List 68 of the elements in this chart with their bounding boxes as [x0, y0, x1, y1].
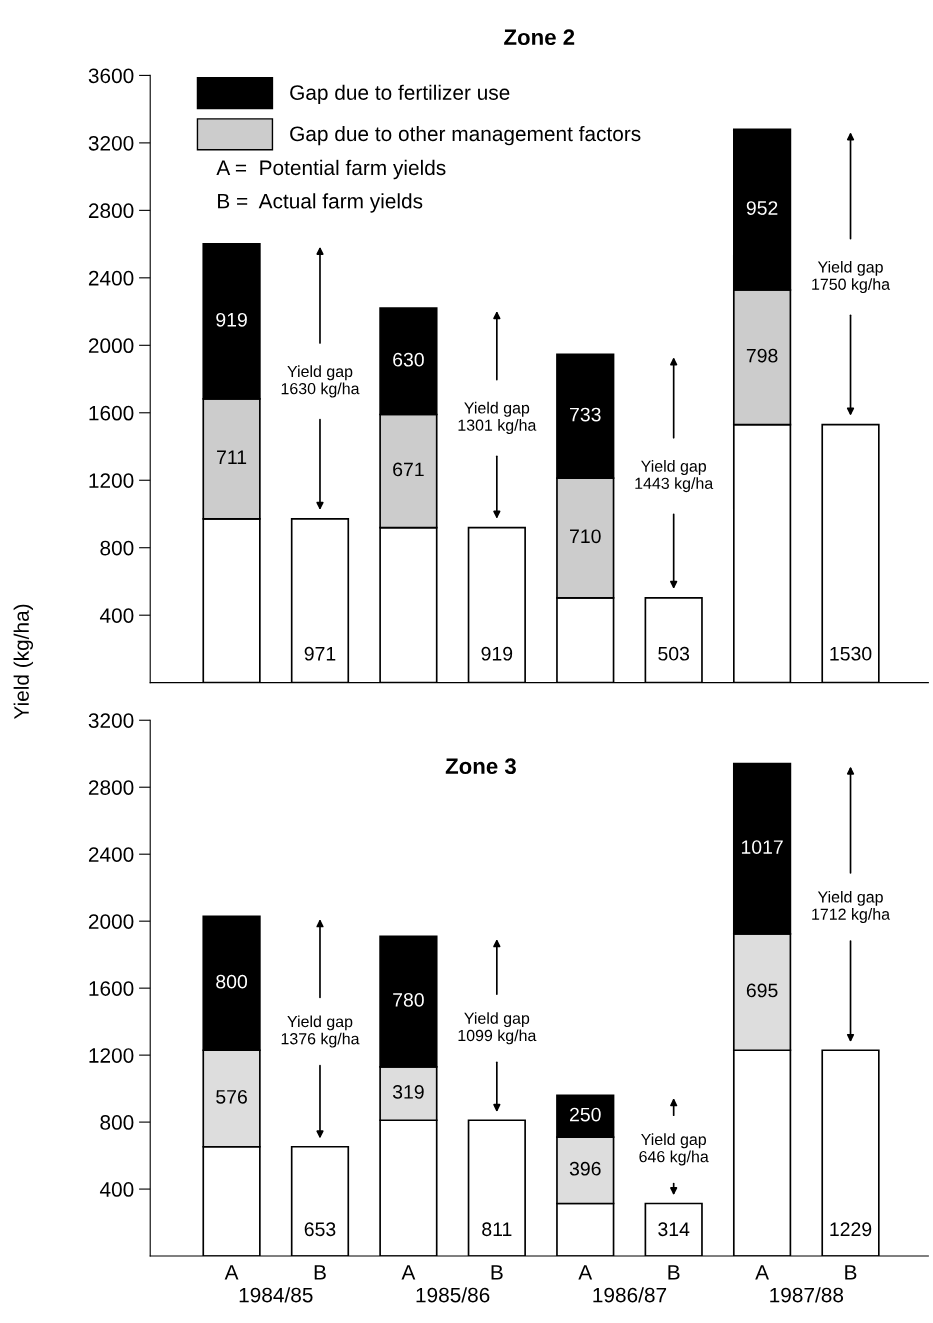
y-axis-title: Yield (kg/ha) [13, 604, 34, 720]
data-label: 952 [746, 201, 778, 215]
x-tick-label: A [224, 1265, 239, 1280]
data-label: 800 [216, 974, 248, 989]
annotation: Yield gap 1301 kg/ha [458, 401, 537, 434]
text: 1984/85 [239, 1287, 313, 1303]
data-label: 396 [569, 1161, 601, 1176]
y-tick-label: 400 [99, 608, 134, 623]
y-tick-label: 2000 [88, 914, 134, 929]
text: 1985/86 [416, 1287, 490, 1303]
data-label: 653 [304, 1222, 336, 1237]
data-label: 630 [393, 352, 424, 367]
x-tick-label: B [314, 1265, 326, 1280]
y-tick-label: 2000 [88, 338, 134, 354]
data-label: 314 [658, 1222, 690, 1237]
y-tick-label: 1200 [89, 473, 134, 488]
y-tick-label: 1600 [89, 981, 134, 996]
annotation: Yield gap 1099 kg/ha [458, 1012, 537, 1045]
annotation: Yield gap 1630 kg/ha [281, 365, 360, 398]
data-label: 798 [746, 348, 778, 363]
y-tick-label: 2800 [88, 203, 134, 219]
x-tick-label: B [668, 1265, 680, 1280]
annotation: Yield gap 1376 kg/ha [281, 1015, 360, 1048]
data-label: 1530 [830, 646, 872, 661]
data-label: 1229 [830, 1222, 872, 1237]
data-label: 319 [392, 1085, 424, 1099]
data-label: 811 [482, 1222, 512, 1237]
text: 1986/87 [593, 1287, 667, 1303]
data-label: 671 [393, 462, 424, 477]
text: Zone 3 [445, 758, 516, 775]
annotation: Yield gap 1443 kg/ha [635, 460, 714, 493]
y-tick-label: 400 [99, 1182, 134, 1197]
x-tick-label: A [578, 1265, 593, 1280]
data-label: 710 [570, 529, 601, 544]
y-tick-label: 2400 [88, 847, 134, 862]
y-tick-label: 1600 [89, 405, 134, 421]
data-label: 971 [304, 646, 336, 661]
x-tick-label: A [401, 1265, 416, 1280]
data-label: 711 [217, 450, 247, 464]
text: 1987/88 [770, 1287, 844, 1303]
y-tick-label: 1200 [89, 1048, 134, 1063]
data-label: 780 [393, 992, 424, 1007]
data-label: 919 [481, 646, 513, 661]
data-label: 503 [658, 646, 690, 661]
data-label: 576 [216, 1089, 247, 1104]
data-label: 250 [570, 1107, 601, 1122]
legend-label: Gap due to fertilizer use [290, 84, 510, 105]
data-label: 1017 [741, 840, 783, 854]
y-tick-label: 3200 [88, 135, 134, 151]
data-label: 919 [216, 312, 247, 327]
x-tick-label: B [491, 1265, 503, 1280]
x-tick-label: A [755, 1265, 770, 1280]
y-tick-label: 2400 [88, 270, 134, 286]
annotation: Yield gap 1712 kg/ha [812, 890, 891, 923]
data-label: 733 [570, 407, 601, 422]
y-tick-label: 800 [100, 540, 134, 556]
annotation: Yield gap 1750 kg/ha [812, 260, 891, 294]
annotation: A = Potential farm yields [216, 159, 446, 180]
chart-title: Zone 2 [504, 29, 575, 46]
x-tick-label: B [845, 1265, 857, 1280]
y-tick-label: 2800 [88, 780, 134, 795]
y-tick-label: 800 [100, 1115, 134, 1130]
data-label: 695 [746, 983, 778, 998]
legend-label: Gap due to other management factors [290, 125, 641, 146]
annotation: Yield gap 646 kg/ha [639, 1133, 709, 1166]
annotation: B = Actual farm yields [218, 193, 423, 213]
y-tick-label: 3600 [88, 68, 134, 84]
y-tick-label: 3200 [88, 713, 134, 728]
